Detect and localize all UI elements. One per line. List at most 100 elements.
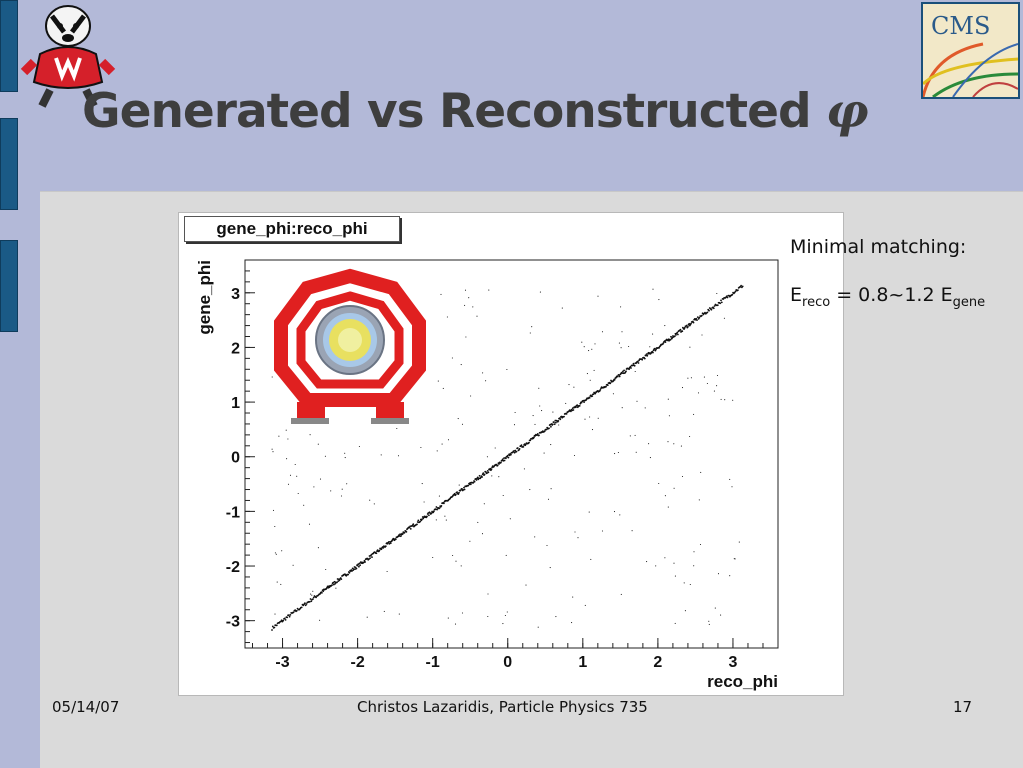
scatter-point xyxy=(271,629,273,631)
detector-cross-section-icon xyxy=(273,268,428,426)
left-bar-1 xyxy=(0,0,18,92)
scatter-point xyxy=(679,328,682,331)
scatter-point xyxy=(622,370,624,373)
scatter-point xyxy=(510,453,512,456)
scatter-point xyxy=(465,336,467,338)
scatter-point xyxy=(436,508,438,511)
scatter-point xyxy=(364,561,366,563)
scatter-point xyxy=(551,423,554,426)
scatter-point xyxy=(274,613,276,615)
scatter-point xyxy=(282,619,285,622)
scatter-point xyxy=(435,506,438,508)
scatter-point xyxy=(483,473,486,476)
scatter-point xyxy=(698,316,701,319)
scatter-point xyxy=(438,507,441,509)
scatter-point xyxy=(621,407,623,409)
scatter-point xyxy=(572,596,574,598)
scatter-point xyxy=(348,571,351,574)
scatter-point xyxy=(308,601,311,603)
scatter-point xyxy=(438,495,440,497)
scatter-point xyxy=(469,540,471,542)
scatter-point xyxy=(578,405,581,407)
scatter-point xyxy=(594,392,597,395)
scatter-point xyxy=(284,619,287,621)
scatter-point xyxy=(529,332,531,334)
scatter-point xyxy=(677,333,679,336)
scatter-point xyxy=(534,536,536,538)
scatter-point xyxy=(692,321,695,324)
scatter-point xyxy=(537,626,539,628)
scatter-point xyxy=(674,575,676,577)
scatter-point xyxy=(582,399,585,402)
scatter-point xyxy=(523,468,525,470)
scatter-point xyxy=(634,434,636,436)
scatter-point xyxy=(447,439,450,441)
scatter-point xyxy=(305,603,308,605)
scatter-point xyxy=(710,308,713,311)
scatter-point xyxy=(451,357,453,359)
scatter-point xyxy=(476,315,478,317)
scatter-point xyxy=(368,558,370,560)
scatter-point xyxy=(689,435,691,438)
scatter-point xyxy=(461,612,464,614)
scatter-point xyxy=(588,350,590,352)
scatter-point xyxy=(623,369,625,372)
scatter-point xyxy=(658,347,660,349)
scatter-point xyxy=(494,447,496,449)
scatter-point xyxy=(641,358,644,361)
scatter-point xyxy=(616,375,619,378)
scatter-point xyxy=(433,510,435,513)
scatter-point xyxy=(583,346,585,348)
scatter-point xyxy=(716,292,718,295)
scatter-point xyxy=(667,441,669,443)
scatter-point xyxy=(649,346,651,348)
scatter-point xyxy=(617,451,619,454)
scatter-point xyxy=(658,482,660,485)
slide-title: Generated vs Reconstructed φ xyxy=(82,84,869,139)
scatter-point xyxy=(274,552,276,554)
scatter-point xyxy=(658,299,660,301)
scatter-point xyxy=(699,543,702,546)
scatter-point xyxy=(340,578,343,580)
scatter-point xyxy=(482,472,485,475)
scatter-point xyxy=(399,535,402,538)
scatter-point xyxy=(698,499,700,501)
scatter-point xyxy=(309,434,311,436)
scatter-point xyxy=(531,326,533,328)
scatter-point xyxy=(432,556,434,559)
scatter-point xyxy=(496,464,499,467)
scatter-point xyxy=(652,333,654,335)
scatter-point xyxy=(491,475,493,477)
scatter-point xyxy=(456,491,458,493)
y-tick-label: -1 xyxy=(226,504,240,521)
scatter-point xyxy=(281,550,283,552)
scatter-point xyxy=(543,452,545,454)
scatter-point xyxy=(336,581,338,584)
x-axis-label: reco_phi xyxy=(707,672,778,691)
scatter-point xyxy=(646,561,648,563)
scatter-point xyxy=(576,404,579,406)
scatter-point xyxy=(297,492,299,495)
scatter-point xyxy=(516,447,519,449)
scatter-point xyxy=(292,564,294,566)
scatter-point xyxy=(729,575,731,577)
scatter-point xyxy=(594,343,596,345)
left-bar-2 xyxy=(0,118,18,210)
scatter-point xyxy=(670,335,672,338)
scatter-point xyxy=(583,401,585,403)
scatter-point xyxy=(547,498,550,500)
scatter-point xyxy=(673,562,675,564)
scatter-point xyxy=(590,558,592,560)
scatter-point xyxy=(655,348,657,351)
scatter-point xyxy=(287,483,290,485)
y-axis-label: gene_phi xyxy=(195,260,214,335)
scatter-point xyxy=(734,290,737,293)
scatter-point xyxy=(286,458,288,460)
scatter-point xyxy=(394,538,397,541)
scatter-point xyxy=(444,515,446,517)
scatter-point xyxy=(528,441,530,444)
scatter-point xyxy=(695,317,698,320)
scatter-point xyxy=(561,307,563,309)
scatter-point xyxy=(473,480,476,483)
scatter-point xyxy=(533,436,535,439)
